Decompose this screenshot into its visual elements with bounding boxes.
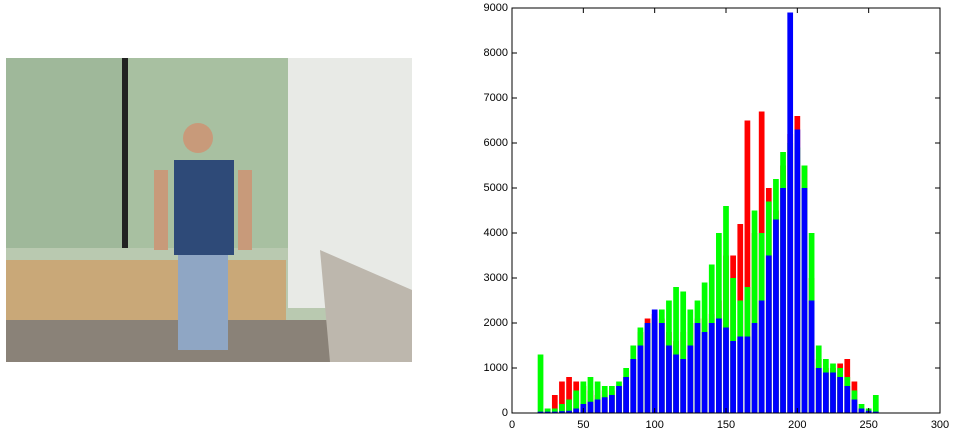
bar <box>652 310 658 414</box>
bar <box>588 402 594 413</box>
bar <box>573 409 579 414</box>
bar <box>773 220 779 414</box>
y-tick-label: 5000 <box>484 182 508 194</box>
x-tick-label: 100 <box>645 419 663 431</box>
bar <box>859 409 865 414</box>
bar <box>716 319 722 414</box>
bar <box>630 359 636 413</box>
bar <box>623 377 629 413</box>
bar <box>873 395 879 413</box>
y-tick-label: 9000 <box>484 2 508 14</box>
pole <box>122 58 128 248</box>
y-tick-label: 0 <box>502 407 508 419</box>
bar <box>794 130 800 414</box>
bar <box>809 301 815 414</box>
bar <box>766 256 772 414</box>
bar <box>638 346 644 414</box>
arm-left <box>154 170 168 250</box>
y-tick-label: 1000 <box>484 362 508 374</box>
bar <box>687 346 693 414</box>
bar <box>595 400 601 414</box>
bar <box>823 373 829 414</box>
bar <box>666 346 672 414</box>
bar <box>709 323 715 413</box>
bar <box>616 386 622 413</box>
bar <box>609 395 615 413</box>
bar <box>659 323 665 413</box>
bar <box>837 377 843 413</box>
photo <box>6 58 412 362</box>
bar <box>745 337 751 414</box>
x-tick-label: 300 <box>931 419 949 431</box>
cabinet <box>6 260 286 320</box>
y-tick-label: 2000 <box>484 317 508 329</box>
y-tick-label: 4000 <box>484 227 508 239</box>
bar <box>852 400 858 414</box>
bar <box>830 373 836 414</box>
bar <box>680 359 686 413</box>
bar <box>780 188 786 413</box>
arm-right <box>238 170 252 250</box>
x-tick-label: 150 <box>717 419 735 431</box>
bar <box>737 337 743 414</box>
shirt <box>174 160 234 255</box>
y-tick-label: 6000 <box>484 137 508 149</box>
bar <box>730 341 736 413</box>
x-tick-label: 250 <box>859 419 877 431</box>
board-left <box>6 58 124 248</box>
bar <box>802 188 808 413</box>
bar <box>645 323 651 413</box>
page: 0 1000 2000 3000 4000 5000 6000 7000 8000 9000 0 50… <box>0 0 962 436</box>
x-tick-label: 200 <box>788 419 806 431</box>
jeans <box>178 255 228 350</box>
bar <box>673 355 679 414</box>
x-tick-label: 0 <box>509 419 515 431</box>
y-tick-label: 7000 <box>484 92 508 104</box>
bar <box>787 13 793 414</box>
bar <box>759 301 765 414</box>
bar <box>816 368 822 413</box>
y-tick-label: 8000 <box>484 47 508 59</box>
figure: 0 1000 2000 3000 4000 5000 6000 7000 8000 9000 0 50… <box>0 0 962 436</box>
bar <box>844 386 850 413</box>
bar <box>602 397 608 413</box>
bar <box>538 355 544 414</box>
bar <box>723 328 729 414</box>
head <box>183 123 213 153</box>
bar <box>702 332 708 413</box>
bar <box>695 323 701 413</box>
y-tick-label: 3000 <box>484 272 508 284</box>
x-tick-label: 50 <box>577 419 589 431</box>
bar <box>752 323 758 413</box>
